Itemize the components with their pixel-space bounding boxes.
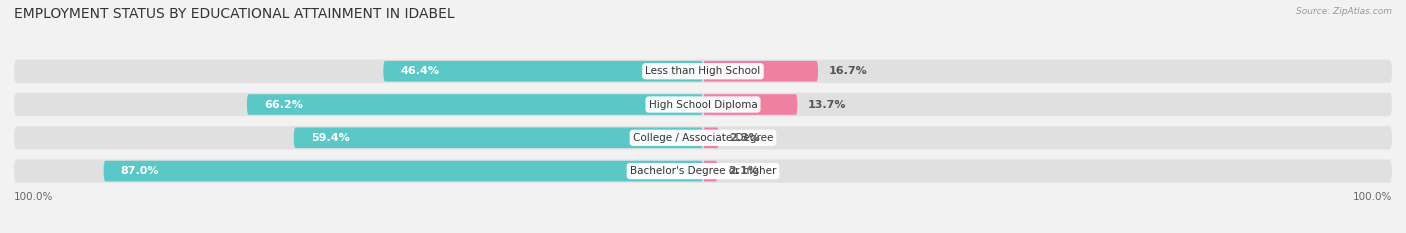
Text: EMPLOYMENT STATUS BY EDUCATIONAL ATTAINMENT IN IDABEL: EMPLOYMENT STATUS BY EDUCATIONAL ATTAINM… bbox=[14, 7, 454, 21]
FancyBboxPatch shape bbox=[14, 93, 1392, 116]
Text: 2.3%: 2.3% bbox=[730, 133, 759, 143]
Text: Less than High School: Less than High School bbox=[645, 66, 761, 76]
FancyBboxPatch shape bbox=[703, 94, 797, 115]
Text: 100.0%: 100.0% bbox=[1353, 192, 1392, 202]
FancyBboxPatch shape bbox=[703, 127, 718, 148]
FancyBboxPatch shape bbox=[294, 127, 703, 148]
Text: 46.4%: 46.4% bbox=[401, 66, 440, 76]
Text: College / Associate Degree: College / Associate Degree bbox=[633, 133, 773, 143]
Text: Source: ZipAtlas.com: Source: ZipAtlas.com bbox=[1296, 7, 1392, 16]
Text: High School Diploma: High School Diploma bbox=[648, 99, 758, 110]
FancyBboxPatch shape bbox=[703, 161, 717, 182]
Text: 66.2%: 66.2% bbox=[264, 99, 304, 110]
FancyBboxPatch shape bbox=[384, 61, 703, 82]
Text: 59.4%: 59.4% bbox=[311, 133, 350, 143]
Text: 16.7%: 16.7% bbox=[828, 66, 868, 76]
Text: 100.0%: 100.0% bbox=[14, 192, 53, 202]
FancyBboxPatch shape bbox=[14, 126, 1392, 149]
FancyBboxPatch shape bbox=[104, 161, 703, 182]
FancyBboxPatch shape bbox=[14, 159, 1392, 183]
Text: Bachelor's Degree or higher: Bachelor's Degree or higher bbox=[630, 166, 776, 176]
FancyBboxPatch shape bbox=[703, 61, 818, 82]
FancyBboxPatch shape bbox=[14, 60, 1392, 83]
Text: 87.0%: 87.0% bbox=[121, 166, 159, 176]
Text: 2.1%: 2.1% bbox=[728, 166, 759, 176]
FancyBboxPatch shape bbox=[247, 94, 703, 115]
Text: 13.7%: 13.7% bbox=[807, 99, 846, 110]
